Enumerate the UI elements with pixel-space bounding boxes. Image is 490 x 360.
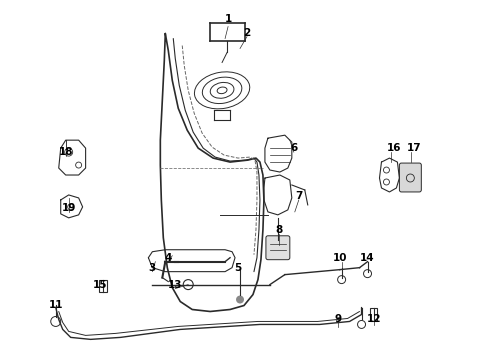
Bar: [98, 280, 106, 292]
Text: 6: 6: [290, 143, 297, 153]
Text: 5: 5: [234, 263, 242, 273]
Bar: [369, 307, 377, 321]
Text: 19: 19: [62, 203, 76, 213]
Text: 12: 12: [367, 314, 382, 324]
Text: 9: 9: [334, 314, 341, 324]
FancyBboxPatch shape: [266, 236, 290, 260]
Text: 2: 2: [244, 28, 250, 37]
Text: 7: 7: [295, 191, 302, 201]
Text: 4: 4: [165, 253, 172, 263]
Text: 1: 1: [224, 14, 232, 24]
Text: 11: 11: [49, 300, 63, 310]
Text: 13: 13: [168, 280, 182, 289]
Text: 14: 14: [360, 253, 375, 263]
Text: 3: 3: [149, 263, 156, 273]
Text: 10: 10: [332, 253, 347, 263]
FancyBboxPatch shape: [399, 163, 421, 192]
Text: 8: 8: [275, 225, 283, 235]
Text: 16: 16: [387, 143, 402, 153]
Text: 18: 18: [58, 147, 73, 157]
Circle shape: [236, 296, 244, 303]
Text: 17: 17: [407, 143, 422, 153]
Text: 15: 15: [93, 280, 108, 289]
